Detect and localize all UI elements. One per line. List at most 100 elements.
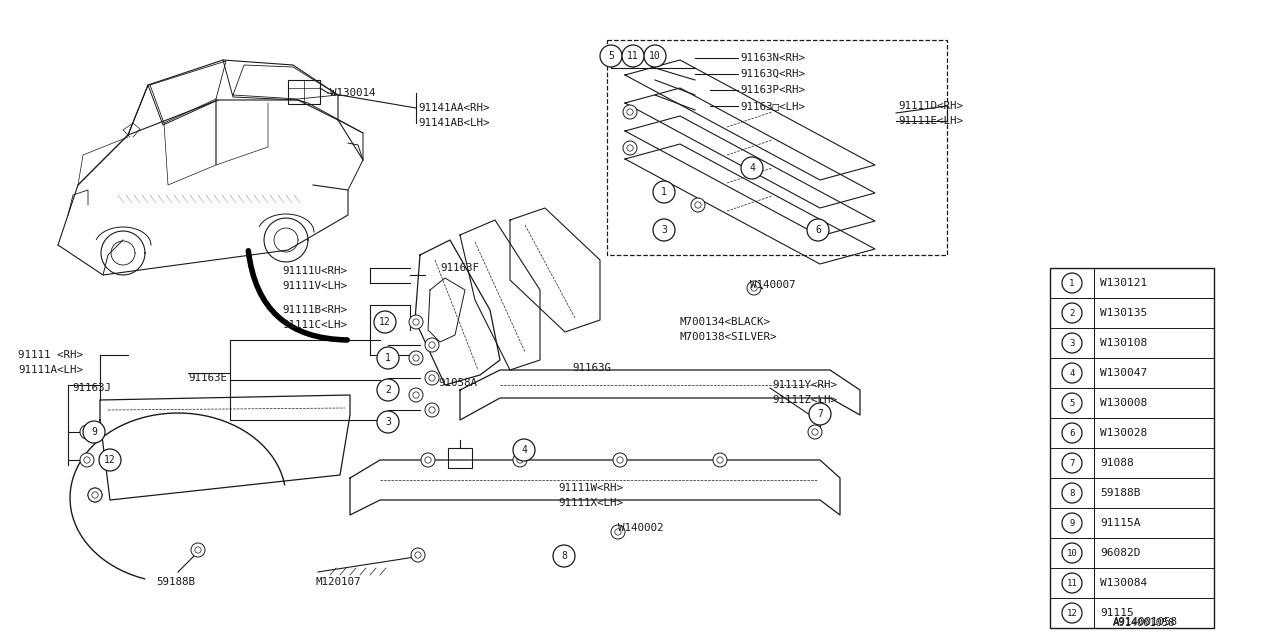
Text: 4: 4	[1069, 369, 1075, 378]
Text: 91163□<LH>: 91163□<LH>	[740, 101, 805, 111]
Text: M120107: M120107	[316, 577, 361, 587]
Circle shape	[806, 219, 829, 241]
Bar	[448, 448, 472, 468]
Circle shape	[812, 429, 818, 435]
Circle shape	[415, 552, 421, 558]
Text: 91111 <RH>: 91111 <RH>	[18, 350, 83, 360]
Circle shape	[1062, 303, 1082, 323]
Circle shape	[410, 351, 422, 365]
Text: 1: 1	[385, 353, 390, 363]
Text: 11: 11	[1066, 579, 1078, 588]
Text: W130108: W130108	[1100, 338, 1147, 348]
Circle shape	[622, 45, 644, 67]
Circle shape	[617, 457, 623, 463]
Text: 91111Z<LH>: 91111Z<LH>	[772, 395, 837, 405]
Text: 91088: 91088	[1100, 458, 1134, 468]
Text: 3: 3	[385, 417, 390, 427]
Circle shape	[413, 355, 419, 361]
Bar	[288, 80, 320, 104]
Text: W130014: W130014	[330, 88, 375, 98]
Circle shape	[413, 392, 419, 398]
Text: 5: 5	[608, 51, 614, 61]
Circle shape	[517, 457, 524, 463]
Circle shape	[653, 219, 675, 241]
Circle shape	[1062, 393, 1082, 413]
Text: 7: 7	[1069, 458, 1075, 467]
Text: 4: 4	[521, 445, 527, 455]
Text: 91058A: 91058A	[438, 378, 477, 388]
Text: 9: 9	[91, 427, 97, 437]
Text: 91111A<LH>: 91111A<LH>	[18, 365, 83, 375]
Text: 2: 2	[1069, 308, 1075, 317]
Text: 91111B<RH>: 91111B<RH>	[282, 305, 347, 315]
Text: 91115: 91115	[1100, 608, 1134, 618]
Bar	[607, 40, 947, 255]
Text: W130008: W130008	[1100, 398, 1147, 408]
Circle shape	[88, 488, 102, 502]
Text: W130135: W130135	[1100, 308, 1147, 318]
Circle shape	[653, 181, 675, 203]
Circle shape	[429, 342, 435, 348]
Circle shape	[378, 379, 399, 401]
Circle shape	[600, 45, 622, 67]
Circle shape	[413, 319, 419, 325]
Text: 91111E<LH>: 91111E<LH>	[899, 116, 963, 126]
Circle shape	[691, 198, 705, 212]
Text: 12: 12	[104, 455, 116, 465]
Circle shape	[425, 338, 439, 352]
Text: 59188B: 59188B	[156, 577, 195, 587]
Circle shape	[1062, 273, 1082, 293]
Text: 2: 2	[385, 385, 390, 395]
Text: 8: 8	[1069, 488, 1075, 497]
Text: 91111U<RH>: 91111U<RH>	[282, 266, 347, 276]
Circle shape	[553, 545, 575, 567]
Text: W130121: W130121	[1100, 278, 1147, 288]
Circle shape	[1062, 603, 1082, 623]
Text: W130084: W130084	[1100, 578, 1147, 588]
Text: 91163N<RH>: 91163N<RH>	[740, 53, 805, 63]
Circle shape	[1062, 453, 1082, 473]
Text: 91111Y<RH>: 91111Y<RH>	[772, 380, 837, 390]
Circle shape	[746, 165, 753, 171]
Circle shape	[79, 453, 93, 467]
Text: 1: 1	[660, 187, 667, 197]
Circle shape	[1062, 573, 1082, 593]
Circle shape	[1062, 543, 1082, 563]
Text: 91163J: 91163J	[72, 383, 111, 393]
Text: 91115A: 91115A	[1100, 518, 1140, 528]
Circle shape	[809, 403, 831, 425]
Text: 91111C<LH>: 91111C<LH>	[282, 320, 347, 330]
Text: 4: 4	[749, 163, 755, 173]
Circle shape	[1062, 483, 1082, 503]
Circle shape	[614, 529, 621, 535]
Text: W130028: W130028	[1100, 428, 1147, 438]
Text: 91163G: 91163G	[572, 363, 611, 373]
Circle shape	[627, 145, 634, 151]
Circle shape	[751, 285, 758, 291]
Circle shape	[84, 429, 90, 435]
Text: 91163P<RH>: 91163P<RH>	[740, 85, 805, 95]
Circle shape	[1062, 333, 1082, 353]
Text: W130047: W130047	[1100, 368, 1147, 378]
Circle shape	[99, 449, 122, 471]
Text: 91111W<RH>: 91111W<RH>	[558, 483, 623, 493]
Circle shape	[425, 457, 431, 463]
Text: A914001058: A914001058	[1114, 617, 1178, 627]
Circle shape	[623, 141, 637, 155]
Text: 91141AA<RH>: 91141AA<RH>	[419, 103, 489, 113]
Text: A914001058: A914001058	[1112, 618, 1175, 628]
Circle shape	[421, 453, 435, 467]
Circle shape	[425, 403, 439, 417]
Text: 3: 3	[660, 225, 667, 235]
Circle shape	[92, 492, 99, 498]
Circle shape	[611, 525, 625, 539]
Text: 10: 10	[1066, 548, 1078, 557]
Circle shape	[410, 388, 422, 402]
Text: M700134<BLACK>: M700134<BLACK>	[680, 317, 771, 327]
Circle shape	[613, 453, 627, 467]
Text: 59188B: 59188B	[1100, 488, 1140, 498]
Text: W140007: W140007	[750, 280, 795, 290]
Circle shape	[741, 157, 763, 179]
Circle shape	[92, 492, 99, 498]
Circle shape	[84, 457, 90, 463]
